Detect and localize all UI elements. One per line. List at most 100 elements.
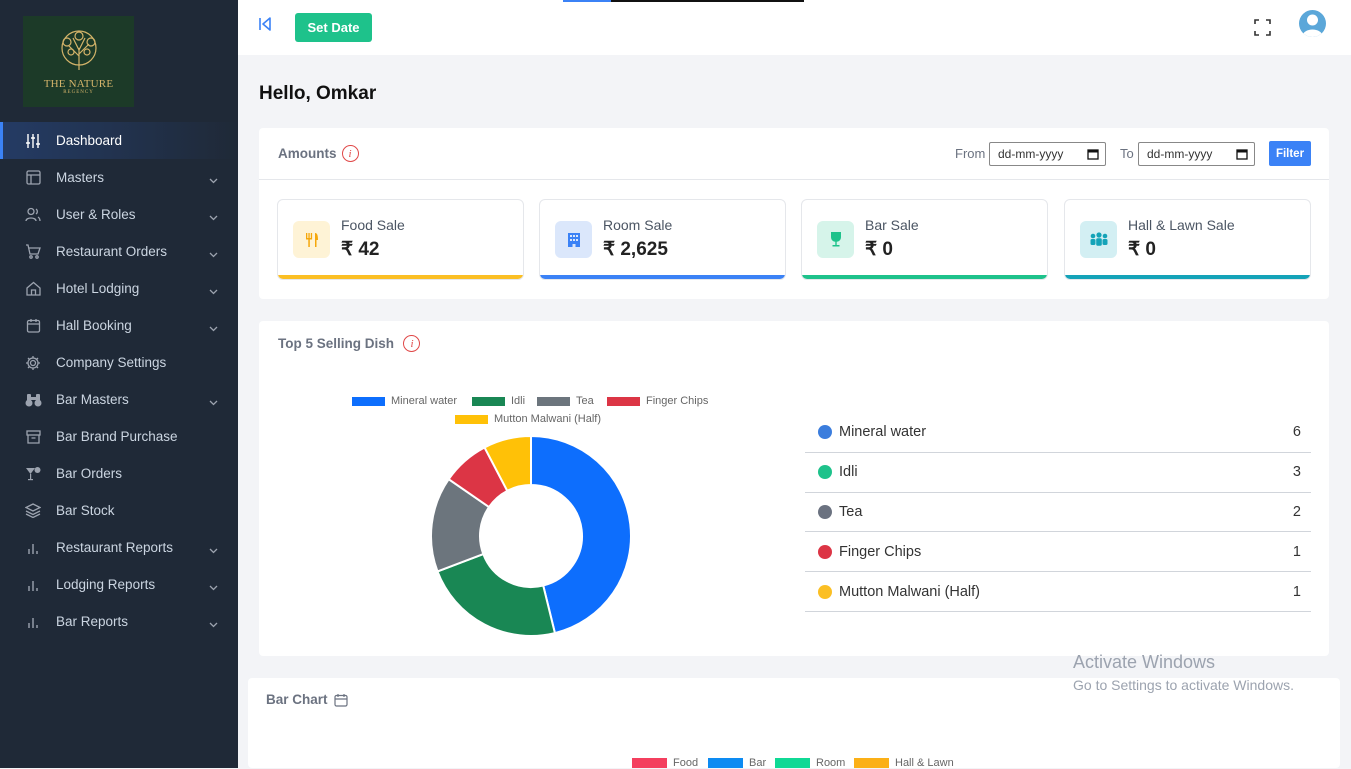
sidebar-item-label: Restaurant Orders [56,244,168,259]
to-date-placeholder: dd-mm-yyyy [1147,147,1213,161]
stat-value: ₹ 2,625 [603,239,668,260]
sidebar-item-user-roles[interactable]: User & Roles [0,196,238,233]
sidebar-item-bar-orders[interactable]: Bar Orders [0,455,238,492]
list-item: Mutton Malwani (Half) 1 [805,572,1311,612]
legend-swatch [537,396,570,406]
bar-chart-icon [24,539,42,557]
dish-list: Mineral water 6 Idli 3 Tea 2 Finger Chips 1 Mutt… [805,413,1311,612]
sidebar: THE NATURE REGENCY Dashboard Masters User … [0,0,238,768]
fullscreen-icon[interactable] [1254,19,1271,41]
legend-item[interactable]: Tea [537,395,594,407]
legend-swatch [352,396,385,406]
legend-swatch [708,758,743,768]
info-icon[interactable]: i [403,335,421,353]
chevron-down-icon [209,616,218,631]
sliders-icon [24,132,42,150]
legend-item[interactable]: Room [775,757,845,769]
stat-card-room-sale: Room Sale ₹ 2,625 [539,199,786,280]
chevron-down-icon [209,320,218,335]
sidebar-item-label: Dashboard [56,133,123,148]
to-label: To [1120,146,1134,161]
donut-slice-idli[interactable] [436,552,557,637]
binoculars-icon [24,391,42,409]
sidebar-item-label: Hotel Lodging [56,281,140,296]
legend-item[interactable]: Food [632,757,698,769]
calendar-icon [24,317,42,335]
archive-icon [24,428,42,446]
sidebar-item-company-settings[interactable]: Company Settings [0,344,238,381]
legend-label: Hall & Lawn [895,757,954,769]
legend-swatch [632,758,667,768]
dish-color-dot [818,465,832,480]
top-selling-card: Top 5 Selling Dish i Mineral water Idli Te… [259,321,1329,656]
stat-card-hall-lawn-sale: Hall & Lawn Sale ₹ 0 [1064,199,1311,280]
donut-slice-mineral-water[interactable] [530,434,632,635]
legend-label: Mutton Malwani (Half) [494,413,601,425]
sidebar-item-label: Bar Stock [56,503,115,518]
sidebar-item-bar-brand-purchase[interactable]: Bar Brand Purchase [0,418,238,455]
stat-accent-bar [278,275,523,279]
sidebar-item-bar-masters[interactable]: Bar Masters [0,381,238,418]
sidebar-item-label: Bar Masters [56,392,129,407]
cart-icon [24,243,42,261]
sidebar-item-lodging-reports[interactable]: Lodging Reports [0,566,238,603]
from-date-input[interactable]: dd-mm-yyyy [989,142,1106,166]
info-icon[interactable]: i [341,145,359,162]
watermark-title: Activate Windows [1073,652,1216,672]
stat-value: ₹ 42 [341,239,380,260]
dish-name: Tea [839,503,863,520]
calendar-icon[interactable] [333,693,348,707]
wine-glass-icon [817,221,854,258]
legend-item[interactable]: Bar [708,757,766,769]
loading-indicator [563,0,804,2]
sidebar-item-dashboard[interactable]: Dashboard [0,122,238,159]
sidebar-item-label: Masters [56,170,105,185]
avatar[interactable] [1299,10,1326,37]
gear-icon [24,354,42,372]
utensils-icon [293,221,330,258]
chevron-down-icon [209,283,218,298]
stat-value: ₹ 0 [865,239,893,260]
legend-item[interactable]: Mineral water [352,395,457,407]
legend-label: Tea [576,395,594,407]
sidebar-item-restaurant-reports[interactable]: Restaurant Reports [0,529,238,566]
greeting: Hello, Omkar [259,83,377,104]
donut-chart [430,434,632,637]
from-date-placeholder: dd-mm-yyyy [998,147,1064,161]
stat-card-food-sale: Food Sale ₹ 42 [277,199,524,280]
dish-color-dot [818,425,832,440]
stat-card-bar-sale: Bar Sale ₹ 0 [801,199,1048,280]
legend-item[interactable]: Hall & Lawn [854,757,954,769]
legend-swatch [472,396,505,406]
layout-icon [24,169,42,187]
list-item: Idli 3 [805,453,1311,493]
layers-icon [24,502,42,520]
sidebar-nav: Dashboard Masters User & Roles Restaurant O… [0,122,238,640]
from-label: From [955,146,986,161]
list-item: Mineral water 6 [805,413,1311,453]
people-icon [1080,221,1117,258]
collapse-sidebar-icon[interactable] [258,17,272,36]
sidebar-item-hotel-lodging[interactable]: Hotel Lodging [0,270,238,307]
sidebar-item-hall-booking[interactable]: Hall Booking [0,307,238,344]
dish-count: 3 [1292,464,1301,481]
sidebar-item-label: Bar Brand Purchase [56,429,178,444]
dish-count: 1 [1292,543,1301,560]
sidebar-item-restaurant-orders[interactable]: Restaurant Orders [0,233,238,270]
filter-button[interactable]: Filter [1269,141,1311,166]
list-item: Finger Chips 1 [805,532,1311,573]
tree-logo-icon [60,30,97,70]
donut-slice-mutton-malwani-half-[interactable] [483,434,532,493]
dish-color-dot [818,584,832,599]
legend-item[interactable]: Mutton Malwani (Half) [455,413,601,425]
dish-name: Mutton Malwani (Half) [839,583,981,600]
bar-chart-icon [24,613,42,631]
to-date-input[interactable]: dd-mm-yyyy [1138,142,1255,166]
set-date-button[interactable]: Set Date [295,13,372,42]
legend-item[interactable]: Finger Chips [607,395,708,407]
sidebar-item-bar-stock[interactable]: Bar Stock [0,492,238,529]
building-icon [555,221,592,258]
sidebar-item-masters[interactable]: Masters [0,159,238,196]
legend-item[interactable]: Idli [472,395,525,407]
sidebar-item-bar-reports[interactable]: Bar Reports [0,603,238,640]
